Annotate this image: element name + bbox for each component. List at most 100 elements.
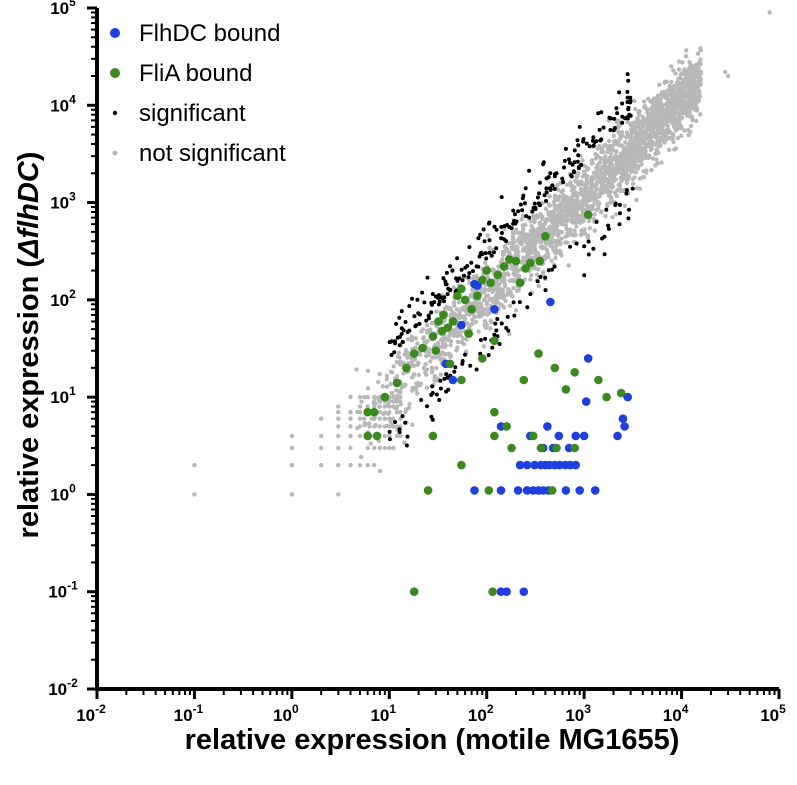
not-significant-point — [648, 99, 653, 104]
significant-point — [444, 372, 449, 377]
not-significant-point — [620, 166, 625, 171]
not-significant-point — [336, 492, 341, 497]
significant-point — [417, 321, 422, 326]
not-significant-point — [664, 136, 669, 142]
not-significant-point — [625, 120, 630, 125]
not-significant-point — [505, 292, 510, 297]
significant-point — [465, 264, 470, 268]
not-significant-point — [409, 334, 415, 340]
not-significant-point — [655, 138, 660, 143]
significant-point — [561, 180, 566, 185]
significant-point — [596, 111, 601, 116]
significant-point — [511, 300, 516, 305]
not-significant-point — [493, 301, 498, 306]
not-significant-point — [545, 251, 551, 257]
not-significant-point — [511, 278, 516, 284]
not-significant-point — [676, 67, 682, 72]
not-significant-point — [576, 182, 581, 187]
not-significant-point — [348, 445, 353, 451]
significant-point — [507, 225, 512, 229]
legend-flhdc-marker — [110, 28, 120, 38]
significant-point — [487, 238, 492, 243]
not-significant-point — [643, 141, 648, 146]
not-significant-point — [391, 445, 396, 451]
flhdc-bound-point — [490, 305, 499, 314]
not-significant-point — [571, 208, 576, 213]
flia-bound-point — [423, 486, 433, 495]
not-significant-point — [644, 132, 649, 137]
not-significant-point — [670, 120, 676, 125]
significant-point — [425, 404, 429, 409]
not-significant-point — [521, 246, 526, 251]
not-significant-point — [664, 95, 669, 100]
legend-flia-label: FliA bound — [139, 60, 252, 87]
not-significant-point — [669, 99, 675, 104]
significant-point — [554, 171, 559, 176]
not-significant-point — [623, 148, 628, 153]
flia-bound-point — [602, 392, 611, 402]
not-significant-point — [532, 238, 537, 243]
significant-point — [512, 313, 517, 318]
significant-point — [544, 190, 549, 195]
not-significant-point — [549, 244, 554, 249]
significant-point — [414, 323, 419, 328]
flia-bound-point — [490, 336, 499, 346]
not-significant-point — [609, 185, 615, 190]
significant-point — [546, 268, 551, 273]
not-significant-point — [556, 233, 561, 238]
flia-bound-point — [484, 486, 494, 495]
not-significant-point — [608, 151, 614, 156]
not-significant-point — [634, 185, 640, 191]
flia-bound-point — [464, 329, 473, 338]
not-significant-point — [520, 230, 526, 235]
significant-point — [478, 338, 483, 342]
not-significant-point — [512, 266, 517, 271]
significant-point — [481, 227, 486, 232]
flia-bound-point — [363, 431, 373, 441]
not-significant-point — [681, 111, 686, 116]
not-significant-point — [608, 200, 613, 205]
not-significant-point — [584, 181, 589, 186]
not-significant-point — [654, 157, 659, 162]
not-significant-point — [653, 163, 658, 168]
flia-bound-point — [372, 431, 382, 441]
not-significant-point — [392, 394, 397, 399]
not-significant-point — [624, 135, 629, 140]
significant-point — [397, 343, 402, 348]
not-significant-point — [357, 394, 363, 400]
not-significant-point — [580, 210, 585, 215]
flia-bound-point — [515, 278, 525, 288]
not-significant-point — [422, 370, 428, 375]
not-significant-point — [591, 170, 597, 175]
significant-point — [398, 335, 402, 339]
not-significant-point — [485, 306, 490, 312]
flhdc-bound-point — [613, 431, 622, 441]
significant-point — [494, 328, 499, 333]
not-significant-point — [682, 99, 687, 104]
not-significant-point — [660, 130, 665, 136]
significant-point — [419, 398, 424, 402]
not-significant-point — [690, 91, 695, 96]
not-significant-point — [603, 214, 608, 219]
flia-bound-point — [583, 210, 593, 219]
not-significant-point — [434, 365, 439, 371]
significant-point — [528, 292, 533, 297]
significant-point — [543, 288, 548, 293]
significant-point — [469, 260, 474, 265]
not-significant-point — [572, 228, 577, 233]
flia-bound-point — [453, 291, 462, 301]
not-significant-point — [465, 321, 470, 326]
flia-bound-point — [486, 278, 496, 288]
not-significant-point — [550, 209, 555, 215]
flia-bound-point — [616, 388, 626, 398]
flia-bound-point — [457, 284, 466, 294]
not-significant-point — [556, 194, 562, 200]
not-significant-point — [537, 233, 542, 238]
not-significant-point — [507, 303, 513, 308]
not-significant-point — [377, 445, 382, 451]
not-significant-point — [559, 189, 564, 195]
significant-point — [543, 275, 548, 280]
not-significant-point — [695, 51, 701, 56]
not-significant-point — [529, 223, 534, 229]
not-significant-point — [614, 193, 619, 199]
